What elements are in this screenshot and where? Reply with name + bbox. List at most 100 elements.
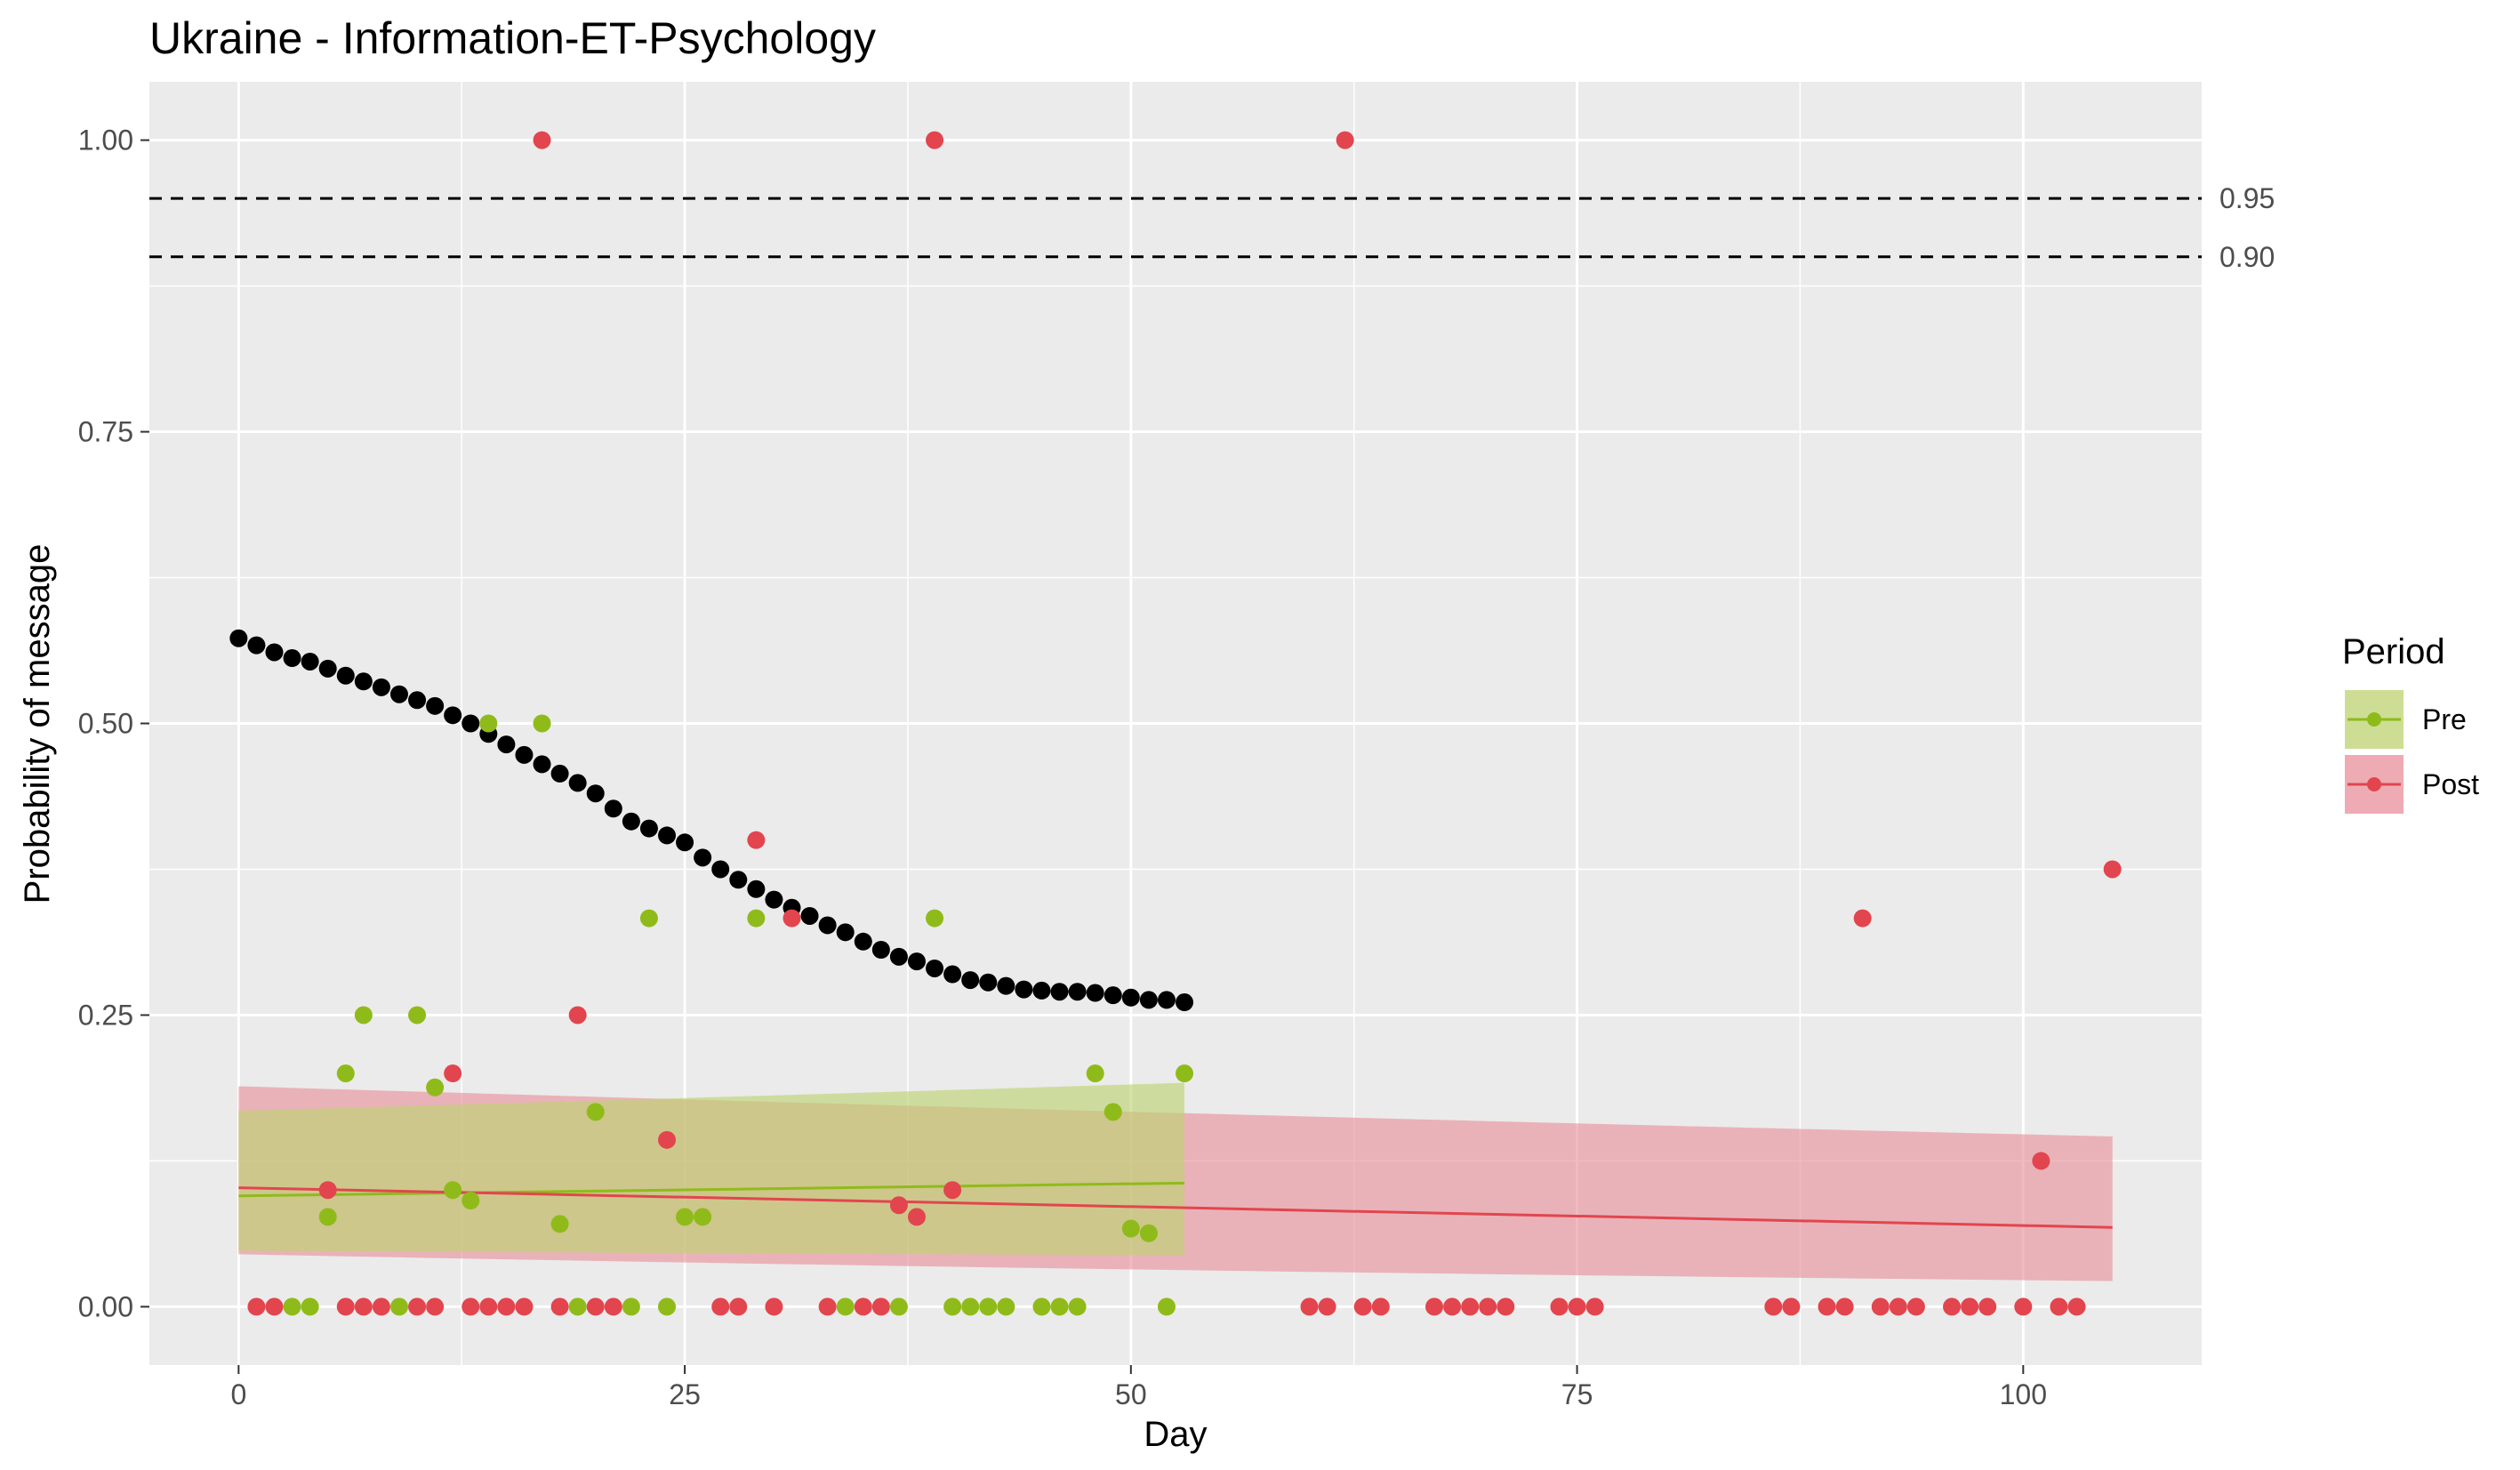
post-point: [247, 1297, 266, 1316]
post-point: [426, 1297, 445, 1316]
pre-point: [354, 1006, 373, 1024]
post-point: [1461, 1297, 1480, 1316]
post-point: [354, 1297, 373, 1316]
threshold-point: [515, 745, 534, 764]
post-point: [818, 1297, 837, 1316]
pre-point: [1157, 1297, 1176, 1316]
post-point: [497, 1297, 516, 1316]
threshold-point: [871, 940, 890, 959]
threshold-point: [1176, 993, 1194, 1012]
threshold-point: [943, 965, 962, 984]
pre-point: [979, 1297, 998, 1316]
legend-label-post: Post: [2422, 768, 2479, 800]
post-point: [604, 1297, 622, 1316]
legend-title: Period: [2342, 632, 2445, 671]
post-point: [1425, 1297, 1444, 1316]
legend: Period Pre Post: [2342, 632, 2479, 815]
post-point: [1353, 1297, 1372, 1316]
pre-point: [943, 1297, 962, 1316]
pre-point: [426, 1078, 445, 1096]
post-point: [1764, 1297, 1783, 1316]
threshold-point: [622, 812, 640, 831]
y-tick-label: 0.25: [78, 999, 133, 1031]
threshold-point: [1068, 983, 1087, 1001]
post-point: [658, 1130, 677, 1149]
post-point: [2067, 1297, 2086, 1316]
post-point: [1943, 1297, 1962, 1316]
threshold-point: [979, 973, 998, 992]
x-tick-label: 100: [2000, 1378, 2047, 1410]
confidence-band-pre: [238, 1082, 1184, 1256]
post-point: [782, 909, 801, 928]
pre-point: [568, 1297, 587, 1316]
threshold-point: [711, 860, 730, 879]
pre-point: [1068, 1297, 1087, 1316]
threshold-point: [676, 833, 694, 852]
threshold-point: [997, 976, 1015, 995]
legend-key-post-dot: [2367, 777, 2381, 791]
threshold-point: [444, 706, 462, 725]
axes: 0 25 50 75 100 0.00 0.25 0.50 0.75 1.00: [78, 125, 2047, 1410]
legend-item-pre: Pre: [2343, 688, 2467, 751]
post-point: [408, 1297, 427, 1316]
threshold-point: [694, 848, 712, 867]
x-tick-label: 50: [1115, 1378, 1147, 1410]
post-point: [2050, 1297, 2068, 1316]
pre-point: [961, 1297, 980, 1316]
post-point: [871, 1297, 890, 1316]
post-point: [926, 131, 944, 149]
threshold-point: [1121, 988, 1140, 1007]
post-point: [1889, 1297, 1907, 1316]
post-point: [747, 831, 766, 849]
pre-point: [461, 1192, 480, 1210]
pre-point: [694, 1208, 712, 1226]
pre-point: [997, 1297, 1015, 1316]
pre-point: [336, 1064, 355, 1083]
pre-point: [479, 714, 498, 733]
post-point: [1568, 1297, 1586, 1316]
threshold-point: [533, 755, 551, 774]
legend-label-pre: Pre: [2422, 703, 2467, 735]
post-point: [1871, 1297, 1890, 1316]
post-point: [1818, 1297, 1836, 1316]
post-point: [1782, 1297, 1801, 1316]
threshold-point: [639, 819, 658, 838]
threshold-point: [658, 826, 677, 845]
post-point: [479, 1297, 498, 1316]
reference-line-label: 0.90: [2219, 241, 2275, 273]
x-axis-title: Day: [1144, 1415, 1207, 1454]
chart-title: Ukraine - Information-ET-Psychology: [149, 13, 876, 63]
pre-point: [747, 909, 766, 928]
pre-point: [926, 909, 944, 928]
post-point: [1961, 1297, 1979, 1316]
threshold-point: [372, 678, 390, 696]
threshold-point: [354, 672, 373, 691]
post-point: [1479, 1297, 1497, 1316]
post-point: [515, 1297, 534, 1316]
pre-point: [550, 1215, 569, 1233]
threshold-point: [1050, 983, 1069, 1001]
threshold-point: [283, 649, 301, 668]
post-point: [533, 131, 551, 149]
threshold-point: [747, 880, 766, 898]
pre-point: [676, 1208, 694, 1226]
threshold-point: [1032, 981, 1051, 1000]
pre-point: [639, 909, 658, 928]
pre-point: [1050, 1297, 1069, 1316]
threshold-point: [765, 890, 783, 909]
post-point: [1300, 1297, 1319, 1316]
threshold-point: [1015, 980, 1033, 999]
post-point: [729, 1297, 748, 1316]
pre-point: [622, 1297, 640, 1316]
pre-point: [889, 1297, 908, 1316]
threshold-point: [836, 923, 855, 942]
threshold-point: [854, 932, 872, 951]
post-point: [2103, 860, 2122, 879]
pre-point: [533, 714, 551, 733]
post-point: [1443, 1297, 1462, 1316]
post-point: [1497, 1297, 1515, 1316]
pre-point: [658, 1297, 677, 1316]
post-point: [1371, 1297, 1390, 1316]
threshold-point: [1086, 984, 1104, 1002]
